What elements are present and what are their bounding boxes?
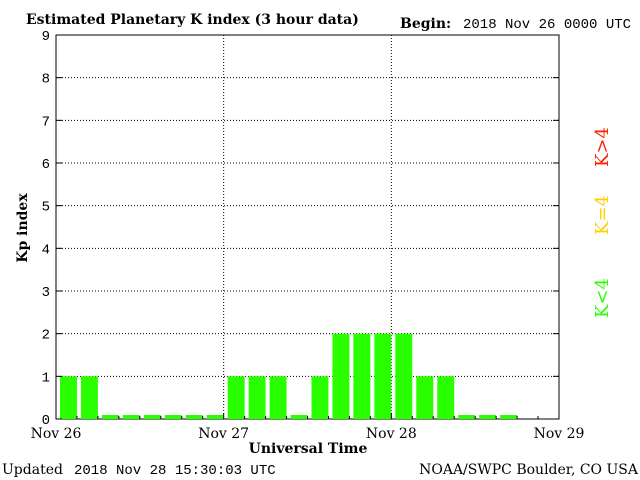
- x-axis-label: Universal Time: [249, 441, 368, 457]
- x-axis-ticks: Nov 26 Nov 27 Nov 28 Nov 29: [31, 413, 585, 442]
- legend-entry: K<4: [592, 278, 613, 318]
- begin-value: 2018 Nov 26 0000 UTC: [463, 17, 631, 33]
- kp-bar: [332, 333, 350, 419]
- kp-bar: [60, 376, 77, 419]
- grid-lines: [56, 35, 559, 419]
- kp-bar: [353, 333, 371, 419]
- kp-bar: [311, 376, 329, 419]
- y-tick-label: 7: [42, 114, 50, 130]
- y-tick-label: 1: [42, 370, 50, 386]
- bars: [60, 333, 518, 419]
- kp-bar: [374, 333, 392, 419]
- begin-label: Begin:: [400, 16, 451, 32]
- y-tick-label: 2: [42, 328, 50, 344]
- x-tick-label: Nov 28: [366, 426, 417, 442]
- updated-value: 2018 Nov 28 15:30:03 UTC: [74, 463, 276, 479]
- y-tick-label: 0: [42, 413, 50, 429]
- y-tick-label: 8: [42, 72, 50, 88]
- updated-label: Updated: [2, 462, 63, 478]
- legend-entry: K=4: [592, 195, 613, 235]
- kp-bar: [290, 415, 308, 419]
- legend-entry: K>4: [592, 127, 613, 167]
- y-tick-label: 9: [42, 29, 50, 45]
- x-tick-label: Nov 26: [31, 426, 82, 442]
- chart-title: Estimated Planetary K index (3 hour data…: [26, 12, 359, 28]
- kp-bar: [416, 376, 434, 419]
- kp-bar: [269, 376, 287, 419]
- kp-bar: [101, 415, 119, 419]
- kp-bar: [500, 415, 518, 419]
- y-tick-label: 5: [42, 200, 50, 216]
- kp-bar: [395, 333, 413, 419]
- x-tick-label: Nov 29: [534, 426, 585, 442]
- kp-bar: [143, 415, 161, 419]
- plot-area: [55, 34, 560, 420]
- legend: K<4 K=4 K>4: [592, 127, 613, 318]
- kp-bar: [227, 376, 245, 419]
- y-axis-label: Kp index: [15, 193, 31, 263]
- x-tick-label: Nov 27: [198, 426, 249, 442]
- kp-bar: [458, 415, 476, 419]
- kp-bar: [206, 415, 224, 419]
- kp-bar: [122, 415, 140, 419]
- y-tick-label: 3: [42, 285, 50, 301]
- kp-bar: [479, 415, 497, 419]
- y-axis-ticks: 0 1 2 3 4 5 6 7 8 9: [42, 29, 559, 429]
- kp-bar: [248, 376, 266, 419]
- credit-text: NOAA/SWPC Boulder, CO USA: [419, 462, 639, 478]
- y-tick-label: 4: [42, 242, 50, 258]
- kp-bar: [164, 415, 182, 419]
- y-tick-label: 6: [42, 157, 50, 173]
- kp-bar: [80, 376, 98, 419]
- kp-bar: [437, 376, 455, 419]
- kp-bar: [185, 415, 203, 419]
